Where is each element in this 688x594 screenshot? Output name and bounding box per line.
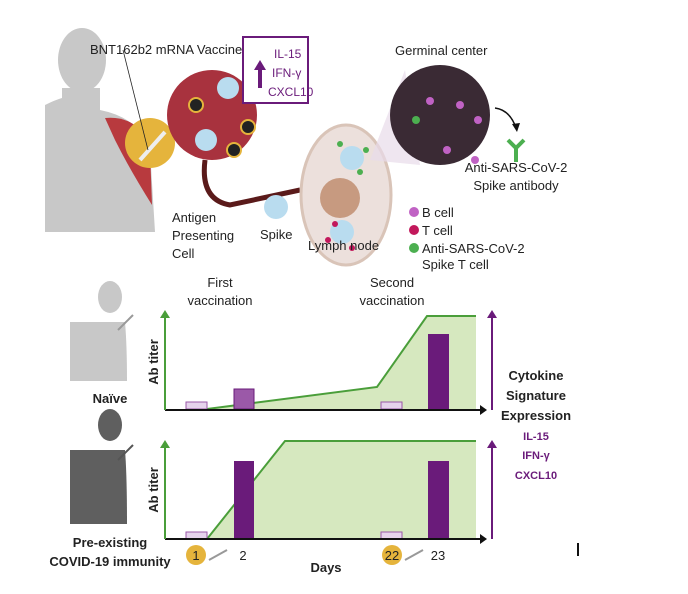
preexisting-chart	[160, 440, 497, 544]
svg-text:B cell: B cell	[422, 205, 454, 220]
naive-label: Naïve	[93, 391, 128, 406]
day-tick: 2	[239, 548, 246, 563]
y-axis-label: Ab titer	[146, 339, 161, 385]
y-axis-label: Ab titer	[146, 467, 161, 513]
vaccine-label: BNT162b2 mRNA Vaccine	[90, 42, 242, 57]
day-tick: 23	[431, 548, 445, 563]
mrna-particles	[188, 97, 256, 158]
germinal-center-label: Germinal center	[395, 43, 488, 58]
svg-text:vaccination: vaccination	[359, 293, 424, 308]
lymph-node-label: Lymph node	[308, 238, 379, 253]
bar-day-2	[234, 461, 254, 539]
spike-apc-icon	[264, 195, 288, 219]
ab-titer-line	[206, 315, 476, 410]
injection-site	[125, 118, 175, 168]
apc-cell-icon	[217, 77, 239, 99]
cytokine-item: CXCL10	[515, 470, 557, 482]
bar-day-1	[185, 401, 208, 410]
svg-text:vaccination: vaccination	[187, 293, 252, 308]
svg-text:Spike antibody: Spike antibody	[473, 178, 559, 193]
bar-day-23	[428, 461, 449, 539]
svg-text:IFN-γ: IFN-γ	[272, 66, 301, 80]
first-vaccination-label: First	[207, 275, 233, 290]
germinal-center	[390, 65, 490, 165]
svg-text:1: 1	[192, 548, 199, 563]
x-axis-label: Days	[310, 560, 341, 575]
svg-text:Expression: Expression	[501, 408, 571, 423]
svg-text:CXCL10: CXCL10	[268, 85, 314, 99]
svg-text:Presenting: Presenting	[172, 228, 234, 243]
svg-text:22: 22	[385, 548, 399, 563]
spike-label: Spike	[260, 227, 293, 242]
antibody-icon	[506, 138, 526, 162]
ab-titer-line	[206, 440, 476, 540]
antibody-label: Anti-SARS-CoV-2	[465, 160, 568, 175]
cytokine-item: IFN-γ	[522, 450, 550, 462]
apc-cell-icon	[195, 129, 217, 151]
svg-text:Cell: Cell	[172, 246, 195, 261]
svg-text:COVID-19 immunity: COVID-19 immunity	[49, 554, 171, 569]
syringe-icon	[404, 549, 424, 561]
svg-text:IL-15: IL-15	[274, 47, 302, 61]
up-arrow-icon	[254, 60, 266, 88]
bar-day-23	[428, 334, 449, 409]
second-vaccination-label: Second	[370, 275, 414, 290]
cytokine-item: IL-15	[523, 431, 549, 443]
bar-day-2	[233, 388, 255, 410]
day-22-badge	[382, 545, 402, 565]
syringe-icon	[208, 549, 228, 561]
cytokine-title: Cytokine	[509, 368, 564, 383]
naive-chart	[160, 310, 497, 415]
svg-text:Spike T cell: Spike T cell	[422, 257, 489, 272]
legend: B cell T cell Anti-SARS-CoV-2 Spike T ce…	[409, 205, 525, 272]
svg-text:T cell: T cell	[422, 223, 453, 238]
naive-person-icon	[70, 281, 127, 381]
svg-text:Anti-SARS-CoV-2: Anti-SARS-CoV-2	[422, 241, 525, 256]
apc-label: Antigen	[172, 210, 216, 225]
bar-day-22	[380, 531, 403, 540]
syringe-icon	[138, 130, 167, 162]
bar-day-1	[185, 531, 208, 540]
preexisting-label: Pre-existing	[73, 535, 147, 550]
svg-text:Signature: Signature	[506, 388, 566, 403]
bar-day-22	[380, 401, 403, 410]
preexisting-person-icon	[70, 409, 127, 524]
cytokine-box	[242, 36, 309, 104]
lymph-vessel	[201, 159, 301, 208]
day-1-badge	[186, 545, 206, 565]
